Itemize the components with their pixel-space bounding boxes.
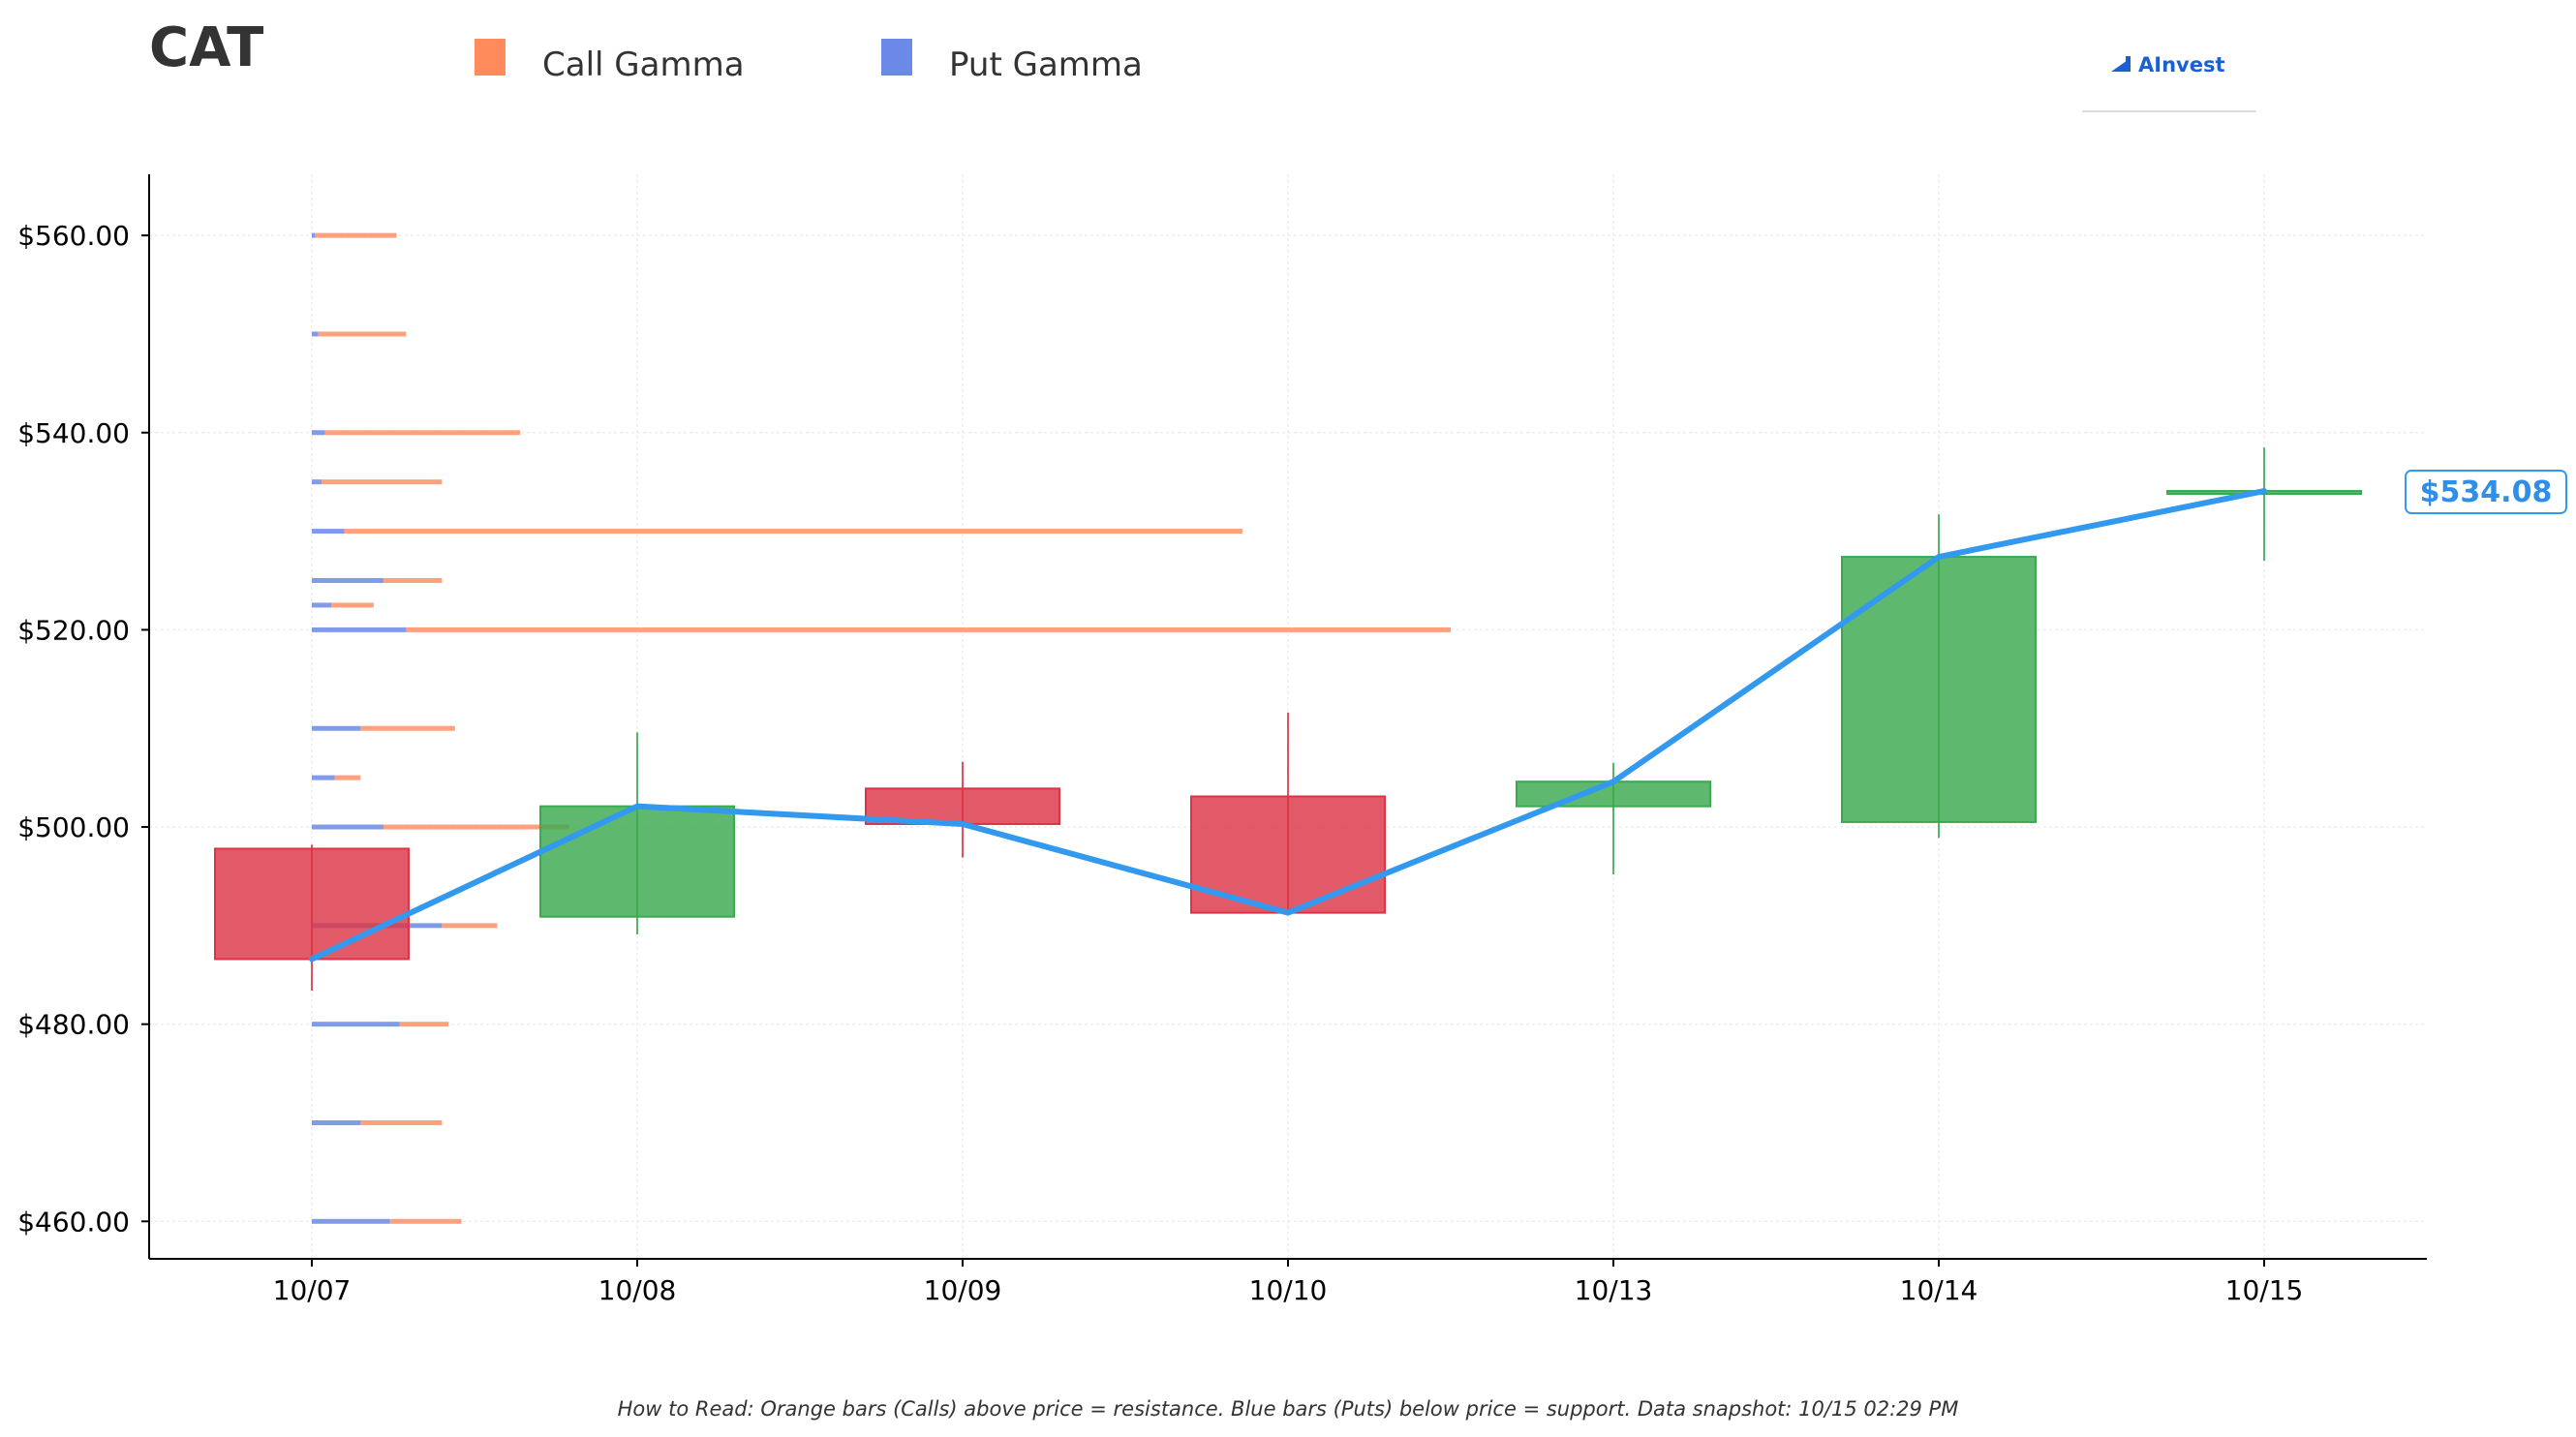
candle-body-4: [1516, 780, 1711, 808]
footnote: How to Read: Orange bars (Calls) above p…: [618, 1397, 1959, 1421]
put-gamma-bar-0: [312, 232, 316, 238]
call-gamma-bar-7: [406, 627, 1452, 632]
put-gamma-bar-6: [312, 602, 332, 608]
x-tick-label-0: 10/07: [273, 1274, 352, 1306]
put-gamma-bar-9: [312, 775, 335, 780]
brand-logo: AInvest: [2082, 53, 2256, 112]
candles: [214, 447, 2362, 992]
put-gamma-bar-13: [312, 1119, 361, 1125]
gamma-bars: [312, 232, 1452, 1224]
call-gamma-bar-6: [331, 602, 374, 608]
y-tick-label-4: $540.00: [17, 417, 130, 449]
put-gamma-bar-4: [312, 529, 345, 535]
call-gamma-bar-3: [322, 479, 443, 485]
call-gamma-bar-8: [360, 725, 455, 731]
legend-swatch-call-gamma: [475, 39, 506, 76]
call-gamma-bar-9: [334, 775, 361, 780]
put-gamma-bar-10: [312, 824, 383, 830]
put-gamma-bar-1: [312, 331, 319, 337]
last-price-box: [2405, 470, 2567, 515]
x-tick-label-5: 10/14: [1900, 1274, 1978, 1306]
price-line: [309, 488, 2267, 963]
call-gamma-bar-12: [399, 1022, 449, 1027]
y-tick-label-0: $460.00: [17, 1206, 130, 1238]
x-tick-label-3: 10/10: [1249, 1274, 1328, 1306]
y-tick-label-3: $520.00: [17, 614, 130, 646]
legend-label-call-gamma: Call Gamma: [542, 46, 745, 84]
axes: $460.00 $480.00 $500.00 $520.00 $540.00 $560.…: [17, 174, 2427, 1306]
put-gamma-bar-14: [312, 1218, 390, 1224]
call-gamma-bar-4: [344, 529, 1242, 535]
call-gamma-bar-10: [383, 824, 569, 830]
put-gamma-bar-3: [312, 479, 322, 485]
candle-body-5: [1841, 556, 2037, 823]
x-tick-label-1: 10/08: [598, 1274, 677, 1306]
call-gamma-bar-11: [442, 923, 498, 929]
price-label: $534.08: [2405, 470, 2567, 515]
price-line-path: [309, 488, 2267, 963]
call-gamma-bar-13: [360, 1119, 443, 1125]
call-gamma-bar-14: [389, 1218, 462, 1224]
x-tick-label-4: 10/13: [1575, 1274, 1653, 1306]
candle-body-1: [539, 805, 735, 918]
brand-name: AInvest: [2138, 53, 2225, 76]
last-price-label: $534.08: [2420, 475, 2553, 509]
legend: Call Gamma Put Gamma: [475, 39, 1143, 84]
put-gamma-bar-7: [312, 627, 407, 632]
call-gamma-bar-5: [383, 577, 443, 583]
x-tick-label-6: 10/15: [2225, 1274, 2304, 1306]
legend-label-put-gamma: Put Gamma: [949, 46, 1143, 84]
put-gamma-bar-2: [312, 430, 325, 436]
put-gamma-bar-8: [312, 725, 361, 731]
y-tick-label-1: $480.00: [17, 1009, 130, 1041]
call-gamma-bar-0: [315, 232, 397, 238]
call-gamma-bar-1: [318, 331, 407, 337]
call-gamma-bar-2: [324, 430, 521, 436]
y-tick-label-2: $500.00: [17, 811, 130, 843]
put-gamma-bar-5: [312, 577, 383, 583]
y-tick-label-5: $560.00: [17, 220, 130, 252]
legend-swatch-put-gamma: [881, 39, 912, 76]
candle-body-0: [214, 847, 410, 961]
x-tick-label-2: 10/09: [924, 1274, 1002, 1306]
put-gamma-bar-12: [312, 1022, 400, 1027]
chart-title: CAT: [149, 16, 263, 79]
